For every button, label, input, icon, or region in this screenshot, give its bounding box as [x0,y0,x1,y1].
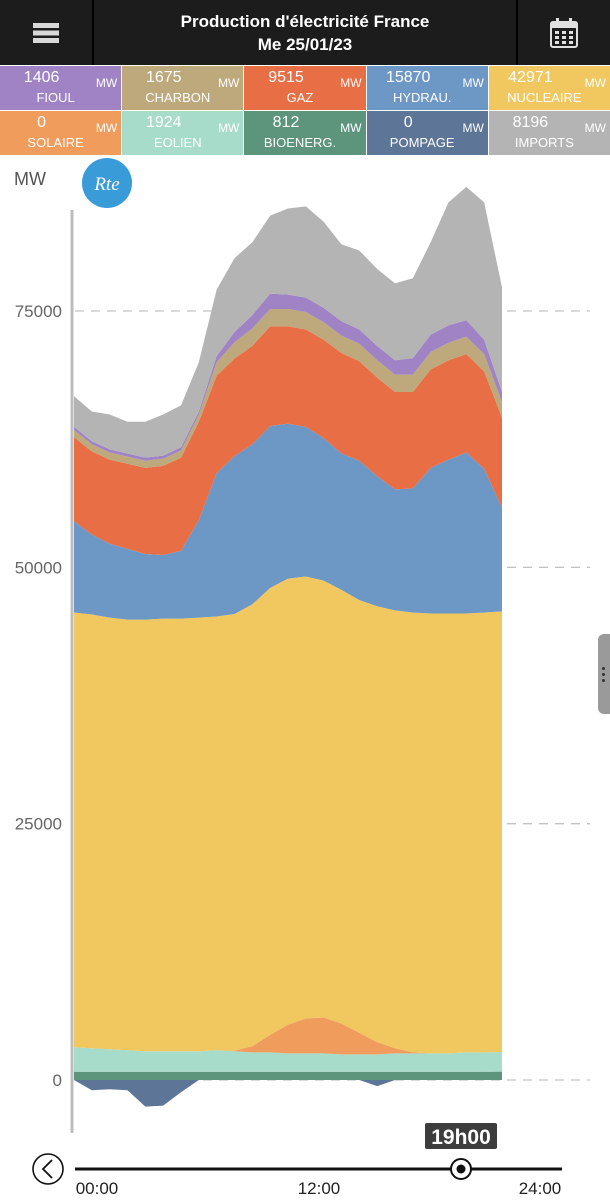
tile-value: 42971 [508,69,553,86]
tile-pompage[interactable]: 0 MW POMPAGE [366,111,488,155]
area-series-solaire [74,1017,502,1055]
tile-label: CHARBON [145,90,211,105]
tile-hydrau[interactable]: 15870 MW HYDRAU. [366,66,488,110]
production-tiles: 1406 MW FIOUL 1675 MW CHARBON 9515 MW GAZ 1587… [0,66,610,155]
tile-label: GAZ [286,90,314,105]
chart-areas [74,186,502,1107]
tile-unit: MW [584,76,606,90]
tile-unit: MW [95,121,118,135]
area-series-pompage [74,1080,502,1107]
tile-unit: MW [95,76,118,90]
tile-value: 0 [37,114,47,131]
y-tick-label: 0 [53,1071,62,1090]
tile-unit: MW [218,121,240,135]
date-text: Me 25/01/23 [257,35,353,54]
y-tick-label: 75000 [15,302,62,321]
tile-value: 812 [272,114,300,131]
tile-unit: MW [462,76,484,90]
tile-solaire[interactable]: 0 MW SOLAIRE [0,111,122,155]
tile-charbon[interactable]: 1675 MW CHARBON [122,66,244,110]
hamburger-menu-icon [33,22,59,43]
area-series-nucleaire [74,576,502,1054]
x-tick-label: 12:00 [298,1179,341,1198]
area-series-hydrau [74,423,502,620]
tile-value: 1924 [145,114,182,131]
x-tick-label: 24:00 [519,1179,562,1198]
x-tick-label: 00:00 [76,1179,119,1198]
tile-value: 8196 [512,114,549,131]
tile-gaz[interactable]: 9515 MW GAZ [244,66,366,110]
title-text: Production d'électricité France [180,12,430,31]
tile-value: 9515 [268,69,304,86]
x-tick-labels: 00:00 12:00 24:00 [76,1179,562,1198]
tile-imports[interactable]: 8196 MW IMPORTS [488,111,610,155]
rte-logo-text: Rte [93,174,119,195]
tile-unit: MW [218,76,240,90]
back-button[interactable] [32,1153,64,1185]
tile-label: HYDRAU. [392,90,452,105]
y-axis-label: MW [14,169,46,189]
page-title: Production d'électricité France Me 25/01… [94,10,516,56]
tile-value: 15870 [385,69,431,86]
tile-label: BIOENERG. [263,135,337,150]
rte-logo: Rte [82,158,132,208]
y-tick-label: 50000 [15,558,62,577]
tile-label: IMPORTS [514,135,574,150]
tile-label: EOLIEN [153,135,202,150]
area-series-gaz [74,326,502,556]
tile-value: 1406 [23,69,60,86]
tile-bioenerg[interactable]: 812 MW BIOENERG. [244,111,366,155]
y-tick-label: 25000 [15,815,62,834]
calendar-icon [550,17,578,48]
timeline-handle[interactable] [450,1158,472,1180]
side-drawer-handle[interactable] [598,634,610,714]
area-series-bioenerg [74,1071,502,1080]
tile-fioul[interactable]: 1406 MW FIOUL [0,66,122,110]
tile-nucleaire[interactable]: 42971 MW NUCLEAIRE [488,66,610,110]
area-series-imports [74,186,502,458]
tile-label: NUCLEAIRE [507,90,582,105]
header-bar: Production d'électricité France Me 25/01… [0,0,610,65]
tile-label: SOLAIRE [27,135,84,150]
calendar-button[interactable] [516,0,610,65]
production-area-chart[interactable]: MW Rte 0 25000 50000 75000 19h00 00:00 12:00… [0,155,610,1200]
tile-unit: MW [462,121,484,135]
tile-unit: MW [340,76,362,90]
tile-unit: MW [340,121,362,135]
chevron-left-icon [32,1153,64,1185]
tile-eolien[interactable]: 1924 MW EOLIEN [122,111,244,155]
cursor-time-text: 19h00 [431,1126,491,1149]
y-tick-labels: 0 25000 50000 75000 [15,302,62,1090]
tile-value: 1675 [145,69,182,86]
tile-unit: MW [584,121,606,135]
tile-label: FIOUL [36,90,75,105]
menu-button[interactable] [0,0,94,65]
tile-value: 0 [403,114,413,131]
tile-label: POMPAGE [389,135,455,150]
cursor-time-badge: 19h00 [425,1123,497,1149]
